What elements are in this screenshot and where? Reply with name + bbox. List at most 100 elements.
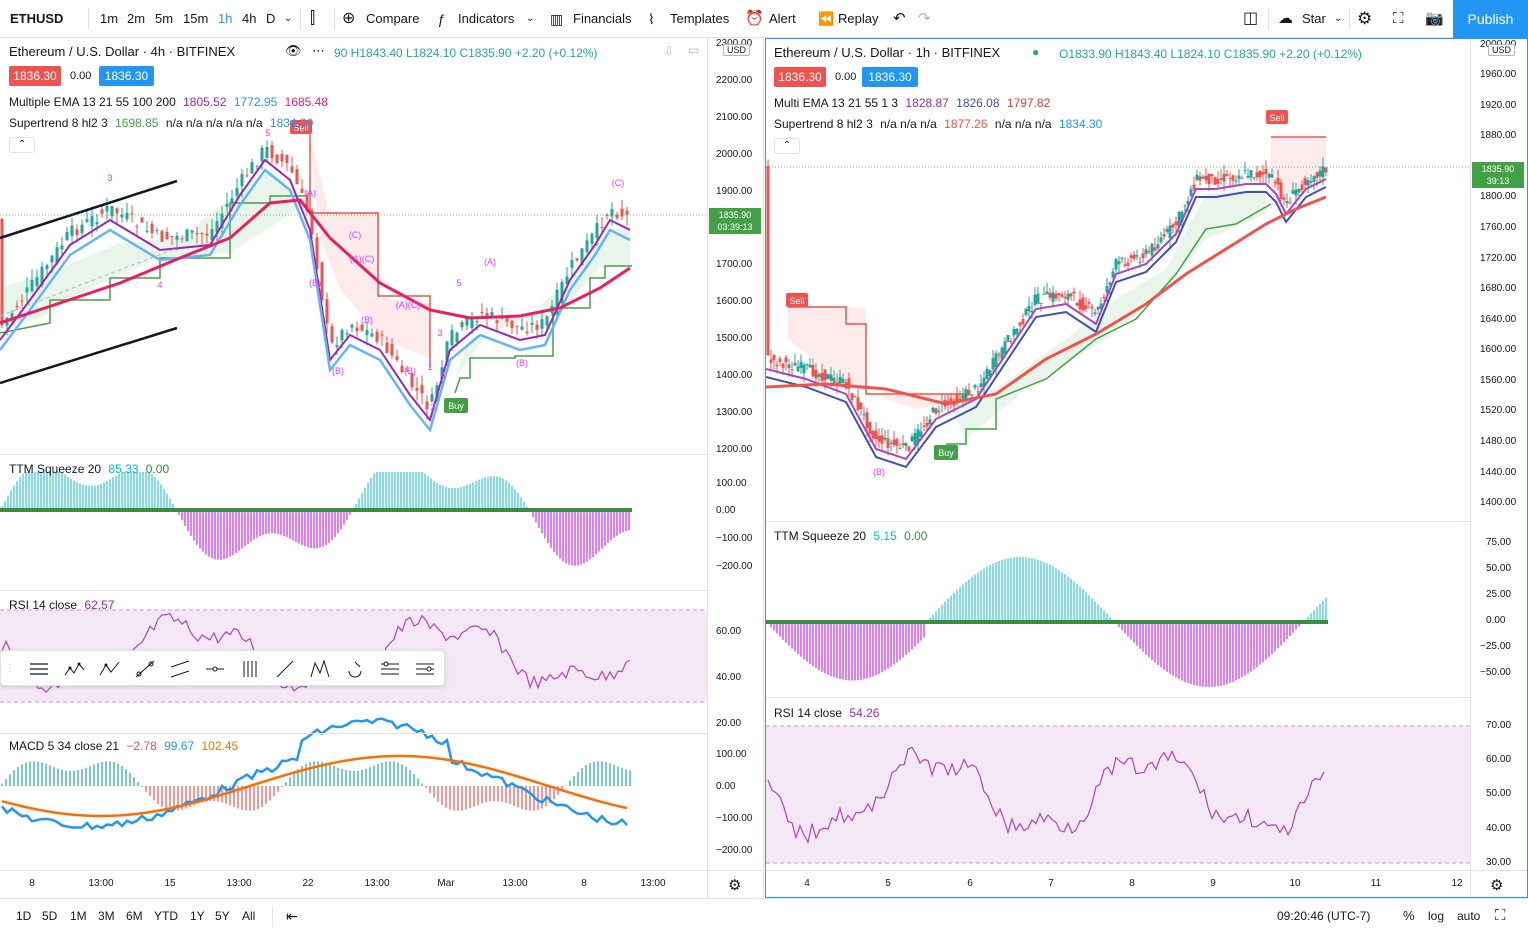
range-1y[interactable]: 1Y — [190, 909, 205, 923]
range-1d[interactable]: 1D — [16, 909, 32, 923]
bid-price[interactable]: 1836.30 — [774, 67, 826, 87]
currency-label[interactable]: USD — [1488, 44, 1516, 56]
percent-toggle[interactable]: % — [1403, 908, 1415, 923]
trend-line-tool-icon[interactable] — [133, 657, 157, 681]
interval-2m[interactable]: 2m — [127, 11, 146, 26]
interval-15m[interactable]: 15m — [183, 11, 209, 26]
interval-1m[interactable]: 1m — [100, 11, 119, 26]
right-candle — [1132, 254, 1136, 259]
replay-button[interactable]: Replay — [838, 11, 879, 26]
magnet-icon[interactable] — [343, 657, 367, 681]
lock-lines-tool-icon[interactable] — [378, 657, 402, 681]
left-axis-settings-gear-icon[interactable]: ⚙ — [728, 877, 742, 894]
rsi-legend[interactable]: RSI 14 close 62.57 — [9, 598, 115, 612]
compare-button[interactable]: Compare — [366, 11, 420, 26]
financials-button[interactable]: Financials — [573, 11, 632, 26]
drawing-toolbar[interactable]: ⋮ — [0, 650, 445, 686]
wave-abc-tool-icon[interactable] — [98, 657, 122, 681]
supertrend-legend[interactable]: Supertrend 8 hl2 3 n/a n/a n/a 1877.26 n… — [774, 117, 1103, 131]
auto-toggle[interactable]: auto — [1457, 909, 1481, 923]
cloud-icon[interactable]: ☁ — [1278, 10, 1293, 27]
goto-date-icon[interactable]: ⇤ — [286, 908, 298, 924]
symbol-search[interactable]: ETHUSD — [10, 11, 64, 26]
fullscreen-icon[interactable]: ⛶ — [1393, 10, 1404, 27]
hide-lines-tool-icon[interactable] — [413, 657, 437, 681]
alarm-clock-icon[interactable]: ⏰ — [745, 10, 764, 27]
horizontal-lines-tool-icon[interactable] — [27, 657, 51, 681]
clock[interactable]: 09:20:46 (UTC-7) — [1277, 909, 1371, 923]
left-candle — [40, 266, 44, 286]
right-candle — [1264, 168, 1268, 174]
undo-icon[interactable]: ↶ — [893, 10, 906, 27]
interval-dropdown-icon[interactable]: ⌄ — [284, 13, 293, 24]
left-chart-pane[interactable]: 3 4 5 (A) (B) (C) (A)(C) (A)(C) (B) (B) (B) 3 1 2 4 5 (A… — [0, 38, 764, 898]
right-candle — [1309, 180, 1313, 183]
replay-icon[interactable]: ⏪ — [818, 11, 835, 26]
right-supertrend-down-line — [788, 306, 966, 395]
macd-legend[interactable]: MACD 5 34 close 21 −2.78 99.67 102.45 — [9, 739, 239, 753]
fullscreen-bottom-icon[interactable]: ⛶ — [1495, 907, 1506, 924]
log-toggle[interactable]: log — [1428, 909, 1445, 923]
star-button[interactable]: Star — [1302, 11, 1326, 26]
indicators-icon[interactable]: ƒ — [437, 11, 445, 27]
indicators-dropdown-icon[interactable]: ⌄ — [526, 13, 535, 24]
interval-1h[interactable]: 1h — [218, 11, 233, 26]
ttm-legend[interactable]: TTM Squeeze 20 85.33 0.00 — [9, 462, 170, 476]
redo-icon[interactable]: ↷ — [918, 10, 931, 27]
maximize-icon[interactable]: ▭ — [688, 43, 700, 57]
range-ytd[interactable]: YTD — [154, 909, 178, 923]
eye-icon[interactable]: 👁 — [285, 43, 302, 58]
range-1m[interactable]: 1M — [70, 909, 87, 923]
wave-1-5-tool-icon[interactable] — [63, 657, 87, 681]
bid-price[interactable]: 1836.30 — [9, 66, 61, 86]
left-price-axis[interactable]: 2300.00 2200.00 2100.00 2000.00 1900.00 … — [709, 38, 763, 898]
chart-type-icon[interactable]: ⫿ — [310, 10, 316, 27]
right-axis-settings-gear-icon[interactable]: ⚙ — [1490, 877, 1504, 894]
collapse-legend-button[interactable]: ⌃ — [774, 138, 800, 154]
interval-5m[interactable]: 5m — [155, 11, 174, 26]
currency-label[interactable]: USD — [723, 44, 751, 56]
drag-handle-icon[interactable]: ⋮ — [5, 663, 15, 674]
right-candle — [1078, 299, 1082, 310]
gear-icon[interactable]: ⚙ — [1357, 9, 1373, 28]
compare-plus-icon[interactable]: ⊕ — [342, 10, 356, 27]
alert-button[interactable]: Alert — [769, 11, 796, 26]
parallel-channel-tool-icon[interactable] — [168, 657, 192, 681]
ray-tool-icon[interactable] — [273, 657, 297, 681]
range-3m[interactable]: 3M — [98, 909, 115, 923]
left-chart-canvas[interactable]: 345(A)(B)(C)(A)(C)(A)(C)(B)(B) (B)31245(A… — [0, 38, 764, 898]
right-candle — [898, 448, 902, 450]
ask-price[interactable]: 1836.30 — [862, 67, 918, 87]
interval-4h[interactable]: 4h — [242, 11, 257, 26]
range-6m[interactable]: 6M — [126, 909, 143, 923]
rsi-legend[interactable]: RSI 14 close 54.26 — [774, 706, 880, 720]
layout-icon[interactable]: ◫ — [1243, 10, 1259, 27]
ask-price[interactable]: 1836.30 — [99, 66, 154, 86]
left-candle — [595, 223, 599, 239]
range-all[interactable]: All — [242, 909, 256, 923]
vertical-lines-tool-icon[interactable] — [238, 657, 262, 681]
financials-icon[interactable]: ▥ — [550, 11, 564, 27]
range-5d[interactable]: 5D — [42, 909, 58, 923]
scroll-down-icon[interactable]: ⇩ — [664, 44, 675, 58]
ema-legend[interactable]: Multiple EMA 13 21 55 100 200 1805.52 17… — [9, 95, 328, 109]
xabcd-pattern-tool-icon[interactable] — [308, 657, 332, 681]
right-chart-canvas[interactable]: Sell Sell Buy (B) — [766, 39, 1527, 897]
indicators-button[interactable]: Indicators — [458, 11, 515, 26]
right-price-axis[interactable]: 2000.00 1960.00 1920.00 1880.00 1800.00 … — [1472, 39, 1527, 897]
star-dropdown-icon[interactable]: ⌄ — [1334, 13, 1343, 24]
more-icon[interactable]: ⋯ — [312, 43, 325, 58]
horizontal-ray-tool-icon[interactable] — [203, 657, 227, 681]
range-5y[interactable]: 5Y — [215, 909, 230, 923]
templates-button[interactable]: Templates — [670, 11, 730, 26]
interval-d[interactable]: D — [266, 11, 276, 26]
supertrend-legend[interactable]: Supertrend 8 hl2 3 1698.85 n/a n/a n/a n… — [9, 116, 314, 130]
publish-button[interactable]: Publish — [1453, 0, 1528, 38]
ema-legend[interactable]: Multi EMA 13 21 55 1 3 1828.87 1826.08 1… — [774, 96, 1051, 110]
templates-icon[interactable]: ⌇ — [648, 11, 655, 27]
ttm-legend[interactable]: TTM Squeeze 20 5.15 0.00 — [774, 529, 928, 543]
bottom-toolbar: 1D 5D 1M 3M 6M YTD 1Y 5Y All ⇤ 09:20:46 … — [0, 898, 1528, 936]
camera-icon[interactable]: 📷 — [1425, 10, 1444, 27]
right-chart-pane[interactable]: Sell Sell Buy (B) Ethereum / U.S. Dollar · … — [765, 38, 1528, 898]
collapse-legend-button[interactable]: ⌃ — [9, 137, 35, 153]
